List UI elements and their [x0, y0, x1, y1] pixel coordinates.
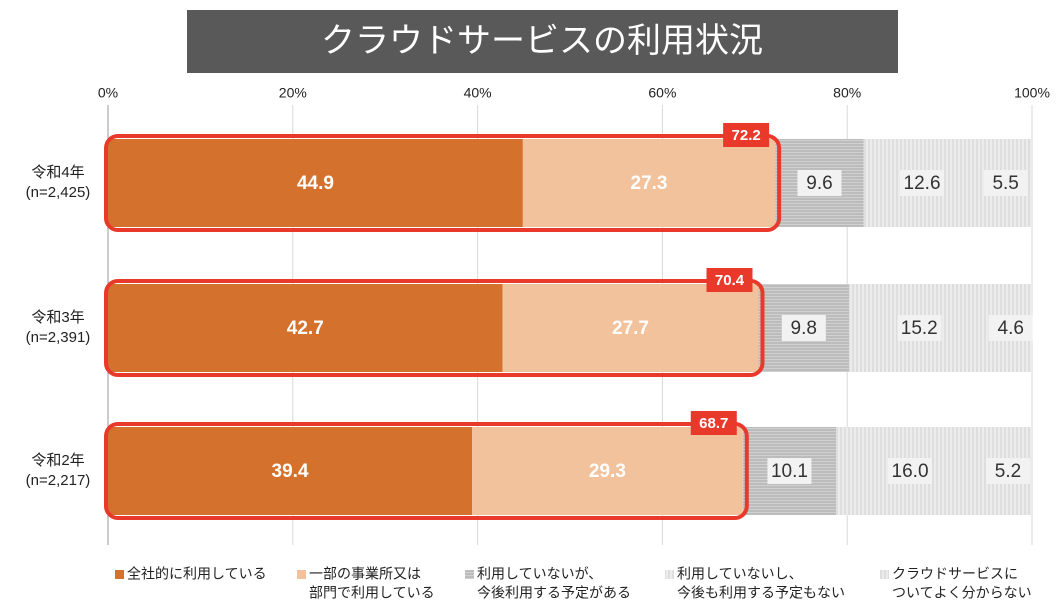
data-label: 42.7 [287, 318, 324, 339]
bar-segment [502, 284, 759, 372]
bar-segment [522, 139, 776, 227]
data-label: 5.2 [995, 461, 1021, 482]
data-label: 29.3 [589, 461, 626, 482]
total-outline [104, 422, 749, 520]
data-label: 27.3 [631, 173, 668, 194]
legend-swatch [465, 570, 474, 579]
total-label: 68.7 [699, 415, 728, 432]
total-outline [104, 134, 782, 232]
data-label: 12.6 [904, 173, 941, 194]
legend-label: クラウドサービスに [892, 566, 1018, 582]
data-label: 4.6 [998, 318, 1024, 339]
x-tick-label: 40% [464, 85, 492, 101]
bar-segment [108, 284, 503, 372]
data-label: 44.9 [297, 173, 334, 194]
legend-label: 一部の事業所又は [309, 566, 421, 582]
y-tick-label: 令和3年 [31, 309, 84, 326]
legend-label: 今後利用する予定がある [477, 585, 631, 601]
y-tick-label: 令和4年 [31, 164, 84, 181]
total-box [723, 123, 770, 147]
legend-swatch [115, 570, 124, 579]
y-tick-label: 令和2年 [31, 452, 84, 469]
title-box [187, 10, 898, 73]
y-tick-label: (n=2,391) [26, 329, 91, 346]
legend-label: 利用していないし、 [677, 566, 803, 582]
data-label: 5.5 [992, 173, 1018, 194]
label-bg [985, 458, 1030, 484]
x-tick-label: 100% [1014, 85, 1050, 101]
data-label: 9.6 [806, 173, 832, 194]
bar-segment [108, 427, 473, 515]
y-tick-label: (n=2,425) [26, 184, 91, 201]
bar-segment [108, 139, 523, 227]
label-bg [983, 170, 1028, 196]
data-label: 27.7 [612, 318, 649, 339]
label-bg [988, 315, 1033, 341]
label-bg [781, 315, 826, 341]
data-label: 10.1 [771, 461, 808, 482]
data-label: 9.8 [791, 318, 817, 339]
legend-label: ついてよく分からない [892, 585, 1032, 601]
x-tick-label: 20% [279, 85, 307, 101]
legend-swatch [297, 570, 306, 579]
label-bg [888, 458, 933, 484]
legend-label: 部門で利用している [309, 585, 435, 601]
total-box [706, 268, 753, 292]
y-tick-label: (n=2,217) [26, 472, 91, 489]
legend-label: 全社的に利用している [127, 566, 267, 582]
data-label: 15.2 [901, 318, 938, 339]
data-label: 39.4 [272, 461, 309, 482]
label-bg [897, 315, 942, 341]
chart-title: クラウドサービスの利用状況 [321, 22, 763, 60]
legend-label: 利用していないが、 [477, 566, 602, 582]
total-label: 70.4 [715, 272, 745, 289]
total-outline [104, 279, 765, 377]
label-bg [767, 458, 812, 484]
legend-swatch [665, 570, 674, 579]
label-bg [900, 170, 945, 196]
x-tick-label: 80% [833, 85, 861, 101]
bar-segment [472, 427, 743, 515]
legend-label: 今後も利用する予定もない [677, 585, 845, 601]
label-bg [797, 170, 842, 196]
x-tick-label: 0% [98, 85, 118, 101]
data-label: 16.0 [892, 461, 929, 482]
total-box [690, 411, 737, 435]
total-label: 72.2 [732, 127, 761, 144]
legend-swatch [880, 570, 889, 579]
x-tick-label: 60% [648, 85, 676, 101]
